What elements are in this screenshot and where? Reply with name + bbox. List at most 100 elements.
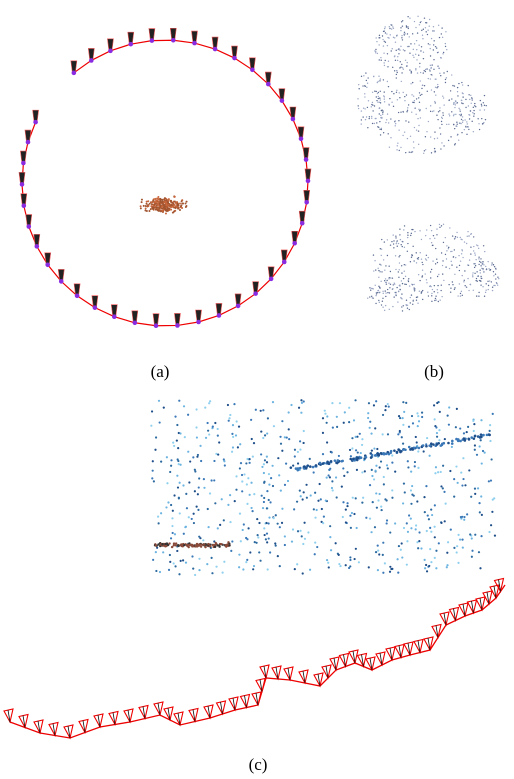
scene-point <box>411 447 414 450</box>
cloud-point <box>448 124 449 125</box>
cloud-point <box>431 152 432 153</box>
scene-point <box>189 460 191 462</box>
cloud-point <box>451 111 452 112</box>
cloud-point <box>495 269 496 270</box>
scene-point <box>165 545 167 547</box>
cloud-point <box>407 138 408 139</box>
scene-point <box>173 562 175 564</box>
scene-point <box>266 532 268 534</box>
cloud-point <box>404 33 405 34</box>
scene-point <box>373 478 375 480</box>
cloud-point <box>443 52 444 53</box>
scene-point <box>326 477 328 479</box>
cloud-point <box>381 239 382 240</box>
cloud-point <box>401 265 402 266</box>
scene-point <box>382 414 384 416</box>
scene-point <box>172 532 174 534</box>
cloud-point <box>383 53 384 54</box>
cloud-point <box>433 110 434 111</box>
scene-point <box>435 426 437 428</box>
scene-point <box>328 566 330 568</box>
scene-point <box>472 420 474 422</box>
cloud-point <box>418 144 419 145</box>
cloud-point <box>466 243 467 244</box>
cloud-point <box>380 264 381 265</box>
cloud-point <box>456 232 457 233</box>
camera-center <box>213 47 218 52</box>
object-point <box>157 196 159 198</box>
scene-point <box>309 465 312 468</box>
object-point <box>150 208 152 210</box>
scene-point <box>479 445 481 447</box>
cloud-point <box>438 274 439 275</box>
cloud-point <box>436 47 437 48</box>
scene-point <box>199 445 201 447</box>
scene-point <box>442 487 444 489</box>
cloud-point <box>442 96 443 97</box>
cloud-point <box>453 256 454 257</box>
cloud-point <box>445 46 446 47</box>
scene-point <box>223 519 225 521</box>
object-point <box>145 208 147 210</box>
cloud-point <box>407 62 408 63</box>
scene-point <box>184 436 186 438</box>
scene-point <box>391 462 393 464</box>
scene-point <box>415 446 418 449</box>
cloud-point <box>400 30 401 31</box>
cloud-point <box>404 284 405 285</box>
cloud-point <box>432 260 433 261</box>
scene-point <box>253 442 255 444</box>
cloud-point <box>438 52 439 53</box>
scene-point <box>461 539 463 541</box>
cloud-point <box>411 94 412 95</box>
scene-point <box>171 517 173 519</box>
cloud-point <box>457 87 458 88</box>
scene-point <box>338 563 340 565</box>
cloud-point <box>441 27 442 28</box>
cloud-point <box>450 136 451 137</box>
cloud-point <box>475 265 476 266</box>
cloud-point <box>443 145 444 146</box>
scene-point <box>228 417 230 419</box>
scene-point <box>268 484 270 486</box>
cloud-point <box>449 115 450 116</box>
scene-point <box>455 426 457 428</box>
cloud-point <box>408 281 409 282</box>
cloud-point <box>465 127 466 128</box>
cloud-point <box>443 242 444 243</box>
scene-point <box>227 404 229 406</box>
cloud-point <box>377 126 378 127</box>
cloud-point <box>488 268 489 269</box>
cloud-point <box>405 304 406 305</box>
cloud-point <box>387 113 388 114</box>
camera-center <box>269 277 274 282</box>
cloud-point <box>470 253 471 254</box>
cloud-point <box>460 293 461 294</box>
scene-point <box>398 449 401 452</box>
scene-point <box>434 472 436 474</box>
scene-point <box>302 498 304 500</box>
cloud-point <box>401 272 402 273</box>
scene-point <box>467 426 469 428</box>
scene-point <box>431 514 433 516</box>
scene-point <box>314 553 316 555</box>
scene-point <box>426 530 428 532</box>
cloud-point <box>385 122 386 123</box>
cloud-point <box>396 34 397 35</box>
cloud-point <box>374 90 375 91</box>
scene-point <box>203 543 205 545</box>
cloud-point <box>473 131 474 132</box>
cloud-point <box>461 82 462 83</box>
cloud-point <box>379 287 380 288</box>
scene-point <box>240 540 242 542</box>
cloud-point <box>415 114 416 115</box>
scene-point <box>321 508 323 510</box>
cloud-point <box>446 49 447 50</box>
camera-center <box>133 320 138 325</box>
scene-point <box>174 565 176 567</box>
cloud-point <box>384 41 385 42</box>
scene-point <box>281 450 283 452</box>
scene-point <box>361 471 363 473</box>
scene-point <box>253 493 255 495</box>
cloud-point <box>427 30 428 31</box>
